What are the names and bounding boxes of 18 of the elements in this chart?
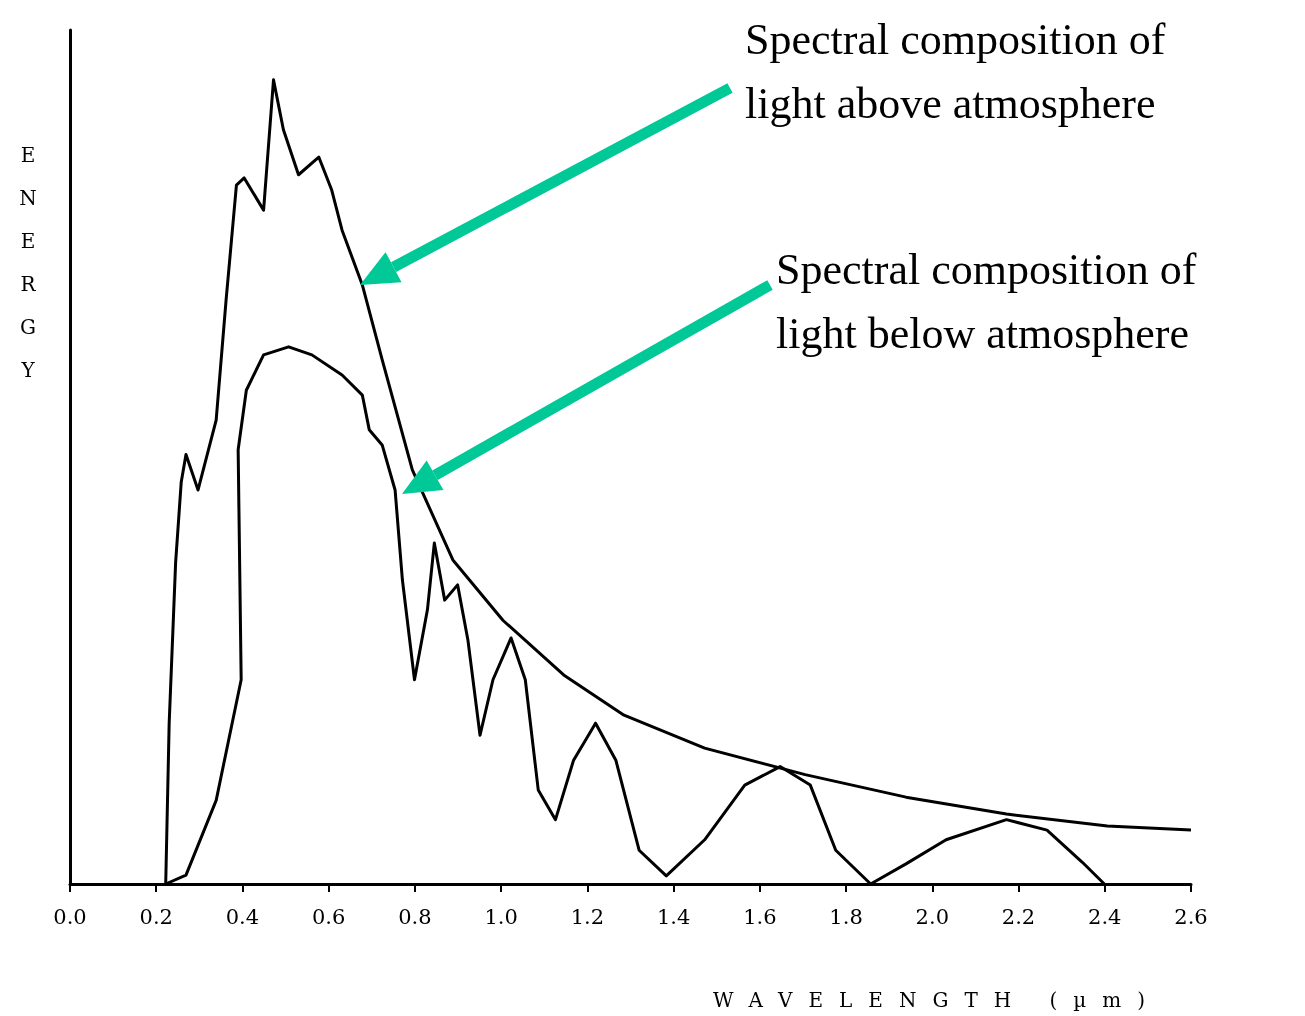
x-tick-label: 0.8: [398, 904, 432, 929]
x-tick-label: 0.2: [139, 904, 173, 929]
x-tick-label: 0.4: [225, 904, 260, 929]
annotation: Spectral composition of light below atmosphere: [776, 244, 1198, 360]
x-tick-label: 0.6: [311, 904, 346, 929]
x-tick-label: 1.6: [743, 904, 777, 929]
x-tick-label: 1.2: [570, 904, 605, 929]
x-axis-title: WAVELENGTH (µm): [713, 988, 1162, 1012]
x-tick-label: 1.4: [656, 904, 691, 929]
annotation: Spectral composition of light above atmosphere: [745, 14, 1167, 130]
y-axis-title: ENERGY: [18, 142, 38, 384]
x-tick-label: 2.4: [1088, 904, 1122, 929]
x-tick-label: 2.2: [1001, 904, 1036, 929]
x-tick-label: 2.6: [1174, 904, 1208, 929]
x-tick-label: 0.0: [53, 904, 87, 929]
x-tick-label: 1.0: [484, 904, 518, 929]
x-tick-label: 1.8: [829, 904, 863, 929]
x-tick-label: 2.0: [915, 904, 950, 929]
